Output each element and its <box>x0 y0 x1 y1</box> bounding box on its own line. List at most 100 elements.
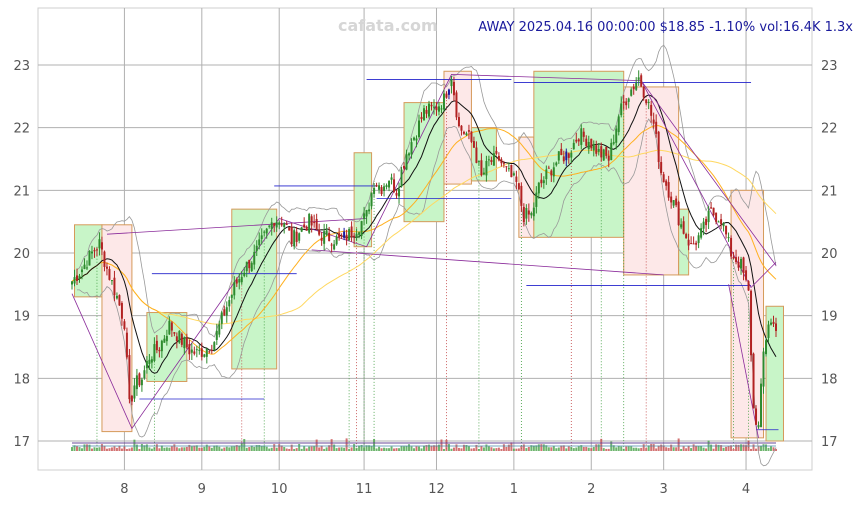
candle-body <box>715 212 718 222</box>
volume-bar <box>575 447 578 451</box>
candle-body <box>657 131 660 163</box>
candle-body <box>345 234 348 240</box>
candle-body <box>160 340 163 352</box>
candle-body <box>670 196 673 203</box>
volume-bar <box>612 445 615 451</box>
volume-bar <box>88 444 91 451</box>
volume-bar <box>755 448 758 451</box>
candle-body <box>560 148 563 155</box>
volume-bar <box>615 447 618 451</box>
volume-bar <box>542 444 545 451</box>
candle-body <box>727 237 730 239</box>
y-tick-label-right: 22 <box>821 122 838 137</box>
volume-bar <box>385 448 388 451</box>
volume-bar <box>477 448 480 451</box>
volume-bar <box>587 447 590 451</box>
candle-body <box>747 281 750 291</box>
volume-bar <box>330 439 333 451</box>
volume-bar <box>732 448 735 451</box>
candle-body <box>565 151 568 161</box>
candle-body <box>775 323 777 331</box>
x-tick-label: 11 <box>356 482 373 497</box>
y-tick-label-right: 17 <box>821 435 838 450</box>
candle-body <box>208 351 211 353</box>
volume-bar <box>233 446 236 451</box>
candle-body <box>123 321 126 329</box>
candle-body <box>88 250 91 266</box>
volume-bar <box>567 446 570 451</box>
candle-body <box>363 213 366 219</box>
bollinger-bands <box>76 44 777 467</box>
volume-bar <box>223 447 226 451</box>
candle-body <box>265 228 268 234</box>
volume-bar <box>555 448 558 451</box>
candle-body <box>595 145 598 154</box>
candle-body <box>445 93 448 98</box>
candle-body <box>93 250 96 252</box>
candle-body <box>340 235 343 237</box>
volume-bar <box>225 446 228 451</box>
volume-bar <box>730 445 733 451</box>
volume-bar <box>562 445 565 451</box>
candle-body <box>545 169 548 180</box>
y-tick-label-left: 17 <box>13 435 30 450</box>
volume-bar <box>255 445 258 451</box>
zone-up <box>765 305 784 442</box>
candle-body <box>575 139 578 142</box>
volume-bar <box>502 444 505 451</box>
candle-body <box>368 209 371 212</box>
volume-bar <box>715 444 718 451</box>
volume-bar <box>687 445 690 451</box>
volume-bar <box>388 448 391 451</box>
volume-bar <box>462 444 465 451</box>
volume-bar <box>547 447 550 451</box>
volume-bar <box>293 448 296 451</box>
candle-body <box>457 117 460 127</box>
candle-body <box>672 200 675 206</box>
y-tick-label-right: 19 <box>821 310 838 325</box>
volume-bar <box>133 439 136 451</box>
candle-body <box>435 106 438 111</box>
candle-body <box>138 373 141 386</box>
candle-body <box>170 322 173 331</box>
volume-bar <box>83 444 86 451</box>
candle-body <box>612 142 615 144</box>
volume-bar <box>170 446 173 451</box>
candle-body <box>413 137 416 140</box>
trendlines <box>71 73 777 438</box>
candle-body <box>707 210 710 223</box>
candle-body <box>415 138 418 141</box>
candle-body <box>83 264 86 269</box>
volume-bar <box>457 447 460 451</box>
candle-body <box>532 207 535 217</box>
volume-bar <box>717 444 720 451</box>
volume-bar <box>710 444 713 451</box>
volume-bar <box>71 447 73 451</box>
candle-body <box>90 251 93 254</box>
candle-body <box>630 89 633 96</box>
volume-bar <box>765 444 768 451</box>
volume-bar <box>320 445 323 451</box>
volume-bar <box>343 447 346 451</box>
candle-body <box>338 233 341 238</box>
candle-body <box>243 272 246 277</box>
volume-bar <box>348 448 351 451</box>
candle-body <box>425 109 428 114</box>
volume-bar <box>305 448 308 451</box>
volume-bar <box>423 445 425 451</box>
volume-bar <box>373 439 376 451</box>
volume-bar <box>427 444 430 451</box>
volume-bar <box>383 447 386 451</box>
candle-body <box>358 232 361 235</box>
volume-bar <box>228 447 231 451</box>
chart-title: AWAY 2025.04.16 00:00:00 $18.85 -1.10% v… <box>478 20 853 35</box>
candle-body <box>305 226 308 231</box>
volume-bar <box>430 445 433 451</box>
candle-body <box>767 324 770 338</box>
candle-body <box>213 342 216 351</box>
candle-body <box>447 89 450 95</box>
volume-bar <box>425 445 428 451</box>
volume-bar <box>115 447 118 451</box>
candle-body <box>205 348 208 357</box>
candle-body <box>585 138 588 146</box>
